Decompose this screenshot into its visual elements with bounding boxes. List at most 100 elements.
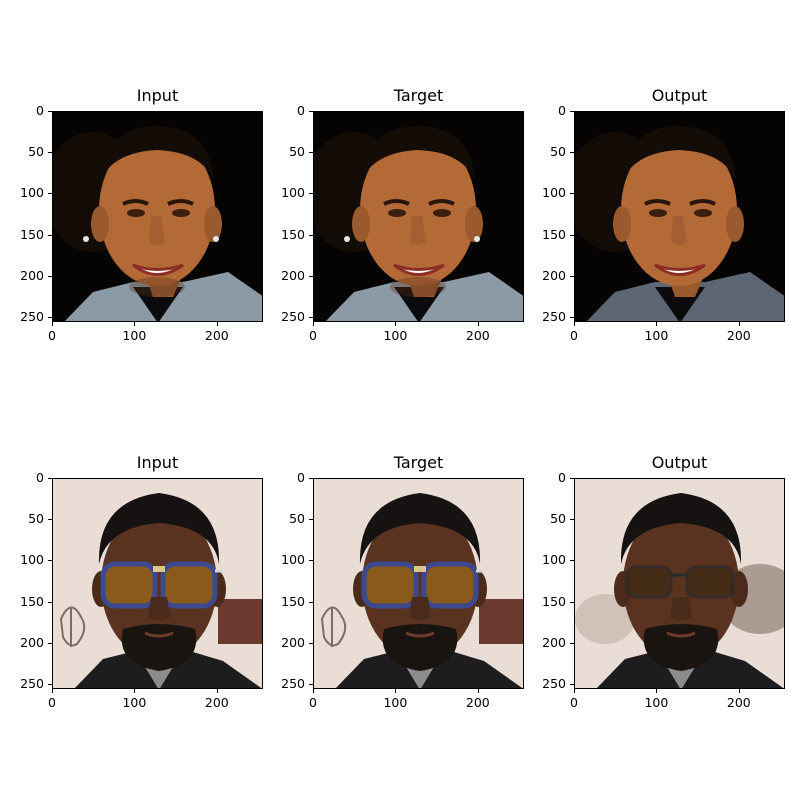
y-tick [309,275,313,277]
y-tick [570,642,574,644]
x-tick [395,322,397,326]
y-tick [309,111,313,112]
y-tick-label: 150 [542,593,566,609]
y-tick [309,234,313,236]
y-tick-label: 200 [542,267,566,283]
y-tick-label: 100 [542,552,566,568]
x-tick [134,322,136,326]
y-tick-label: 250 [281,309,305,325]
y-tick-label: 250 [542,309,566,325]
y-tick [570,111,574,112]
x-tick-label: 0 [309,328,317,343]
y-tick-label: 0 [297,103,305,118]
y-tick [309,519,313,521]
y-tick [309,478,313,479]
y-tick-label: 200 [542,634,566,650]
y-tick-label: 250 [281,676,305,692]
image-panel-target-0 [313,111,524,322]
y-tick [48,275,52,277]
y-tick [570,234,574,236]
y-tick-label: 150 [281,226,305,242]
y-tick-label: 100 [281,552,305,568]
y-tick-label: 50 [550,511,566,527]
y-tick-label: 200 [20,267,44,283]
y-tick [48,317,52,319]
y-tick [570,601,574,603]
y-tick-label: 100 [281,185,305,201]
y-tick [570,519,574,521]
x-tick [216,322,218,326]
y-tick-label: 200 [20,634,44,650]
image-panel-output-0 [574,111,785,322]
y-tick-label: 0 [297,470,305,485]
y-tick-label: 0 [558,103,566,118]
y-tick-label: 100 [542,185,566,201]
x-tick-label: 200 [465,695,490,710]
y-tick [309,560,313,562]
x-tick [134,689,136,693]
y-tick [48,193,52,195]
y-tick-label: 150 [542,226,566,242]
x-tick [52,689,53,693]
panel-title-0: Input [136,86,179,105]
y-tick-label: 150 [20,226,44,242]
y-tick [48,519,52,521]
panel-title-1: Target [393,86,444,105]
image-panel-input-1 [52,478,263,689]
x-tick-label: 200 [726,328,751,343]
y-tick [48,152,52,154]
x-tick [738,322,740,326]
x-tick [574,322,575,326]
y-tick [309,193,313,195]
y-tick-label: 50 [28,511,44,527]
y-tick [570,275,574,277]
y-tick [570,560,574,562]
x-tick [395,689,397,693]
y-tick [48,684,52,686]
x-tick-label: 0 [309,695,317,710]
y-tick [309,152,313,154]
x-tick [738,689,740,693]
y-tick [570,193,574,195]
x-tick-label: 100 [383,328,408,343]
y-tick [570,152,574,154]
y-tick-label: 50 [550,144,566,160]
x-tick [216,689,218,693]
x-tick [313,689,314,693]
x-tick [656,689,658,693]
x-tick-label: 0 [570,328,578,343]
x-tick-label: 100 [122,695,147,710]
y-tick-label: 250 [542,676,566,692]
y-tick-label: 0 [558,470,566,485]
panel-title-2: Output [651,86,708,105]
y-tick [309,684,313,686]
x-tick [477,322,479,326]
y-tick [48,642,52,644]
y-tick [48,111,52,112]
panel-title-3: Input [136,453,179,472]
y-tick-label: 100 [20,552,44,568]
y-tick-label: 200 [281,634,305,650]
x-tick-label: 100 [383,695,408,710]
image-panel-target-1 [313,478,524,689]
y-tick [48,478,52,479]
panel-title-5: Output [651,453,708,472]
x-tick-label: 200 [204,695,229,710]
y-tick [309,601,313,603]
y-tick-label: 0 [36,470,44,485]
y-tick-label: 150 [20,593,44,609]
x-tick-label: 100 [644,695,669,710]
x-tick-label: 200 [465,328,490,343]
y-tick-label: 250 [20,676,44,692]
y-tick [48,234,52,236]
y-tick-label: 150 [281,593,305,609]
x-tick-label: 100 [644,328,669,343]
x-tick-label: 0 [48,695,56,710]
x-tick-label: 0 [48,328,56,343]
x-tick-label: 200 [204,328,229,343]
y-tick [48,601,52,603]
y-tick-label: 250 [20,309,44,325]
image-panel-input-0 [52,111,263,322]
y-tick [309,642,313,644]
x-tick [574,689,575,693]
